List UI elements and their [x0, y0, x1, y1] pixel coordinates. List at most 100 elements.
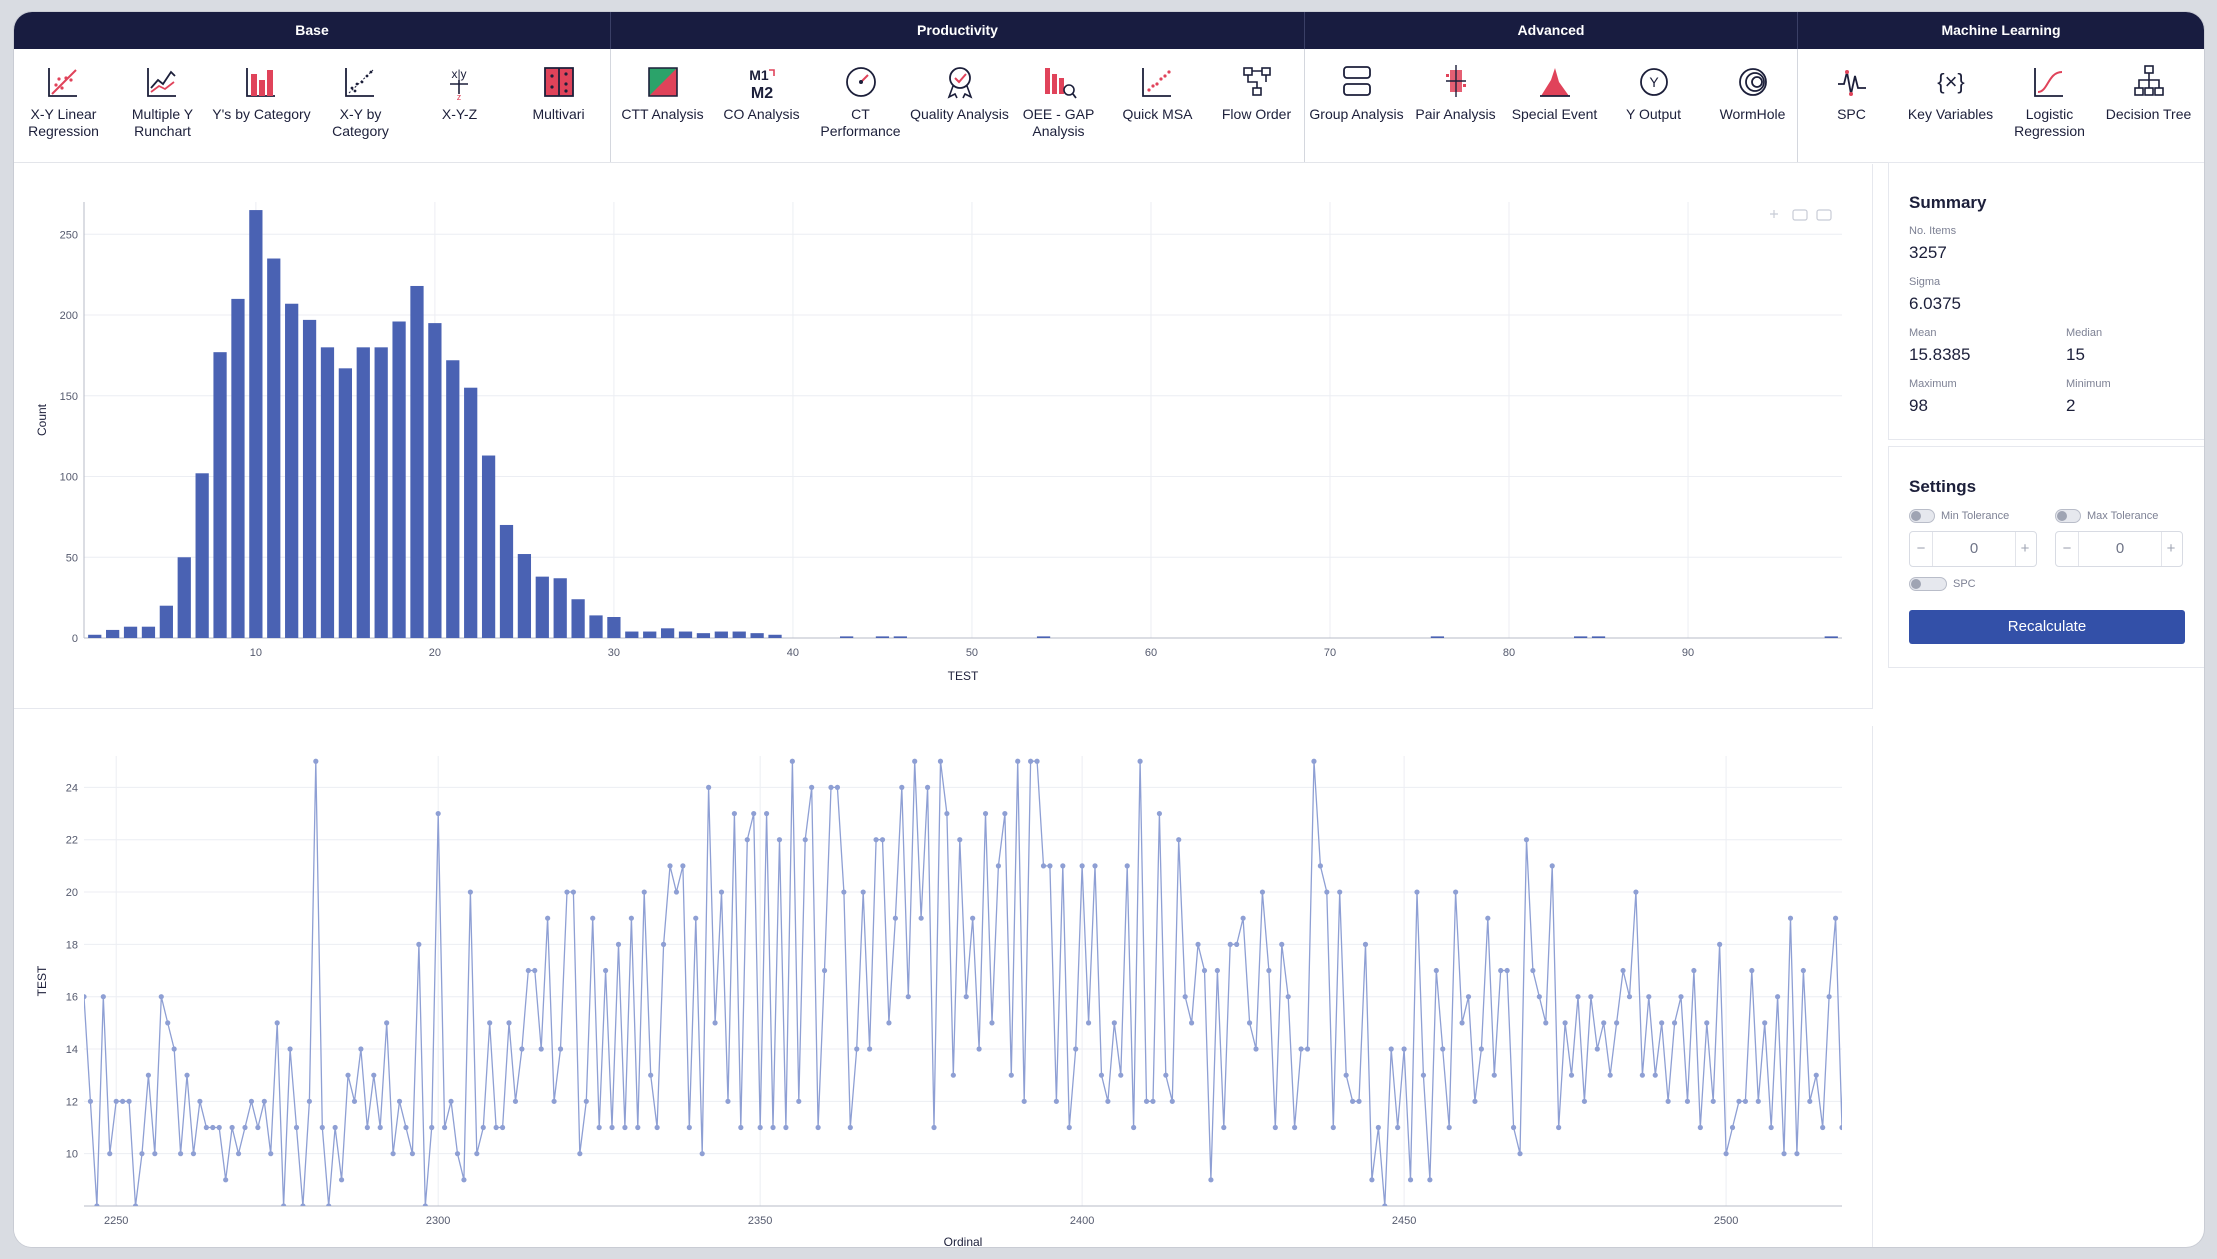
- tool-group-analysis[interactable]: Group Analysis: [1307, 60, 1406, 160]
- run-point: [1337, 889, 1343, 895]
- tool-xy-by-category[interactable]: X-Y by Category: [311, 60, 410, 160]
- run-point: [1163, 1072, 1169, 1078]
- run-point: [892, 915, 898, 921]
- histogram-bar: [535, 576, 549, 638]
- tool-pair-analysis[interactable]: Pair Analysis: [1406, 60, 1505, 160]
- tool-label: Flow Order: [1221, 106, 1292, 122]
- tool-quick-msa[interactable]: Quick MSA: [1108, 60, 1207, 160]
- run-point: [184, 1072, 190, 1078]
- tool-quality-analysis[interactable]: Quality Analysis: [910, 60, 1009, 160]
- run-point: [1143, 1098, 1150, 1104]
- tool-special-event[interactable]: Special Event: [1505, 60, 1604, 160]
- tool-wormhole[interactable]: WormHole: [1703, 60, 1802, 160]
- svg-text:Y: Y: [1649, 74, 1659, 90]
- tool-key-variables[interactable]: {×} Key Variables: [1901, 60, 2000, 160]
- run-point: [364, 1124, 370, 1131]
- spc-toggle[interactable]: [1909, 577, 1947, 591]
- run-point: [1749, 967, 1755, 974]
- mean-value: 15.8385: [1909, 345, 1971, 364]
- run-point: [1356, 1098, 1362, 1104]
- tool-ct-performance[interactable]: CT Performance: [811, 60, 910, 160]
- tool-multiple-y-runchart[interactable]: Multiple Y Runchart: [113, 60, 212, 160]
- histogram-bar: [499, 524, 514, 638]
- run-point: [480, 1124, 486, 1131]
- tool-xyz[interactable]: x|y z X-Y-Z: [410, 60, 509, 160]
- run-point: [1292, 1124, 1298, 1131]
- min-tolerance-stepper: − 0 +: [1909, 531, 2037, 567]
- min-decrement-button[interactable]: −: [1916, 540, 1926, 557]
- run-point: [937, 758, 944, 764]
- run-point: [242, 1124, 248, 1131]
- run-point: [132, 1203, 139, 1206]
- run-point: [596, 1124, 602, 1131]
- run-point: [1659, 1020, 1665, 1026]
- run-point: [1156, 810, 1163, 817]
- group-base: Base: [14, 12, 611, 49]
- run-line: [84, 760, 1842, 1206]
- tool-spc[interactable]: SPC: [1802, 60, 1901, 160]
- maximum-value: 98: [1909, 396, 1928, 415]
- x-tick-label: 90: [1682, 647, 1694, 659]
- tool-decision-tree[interactable]: Decision Tree: [2099, 60, 2198, 160]
- min-tolerance-input[interactable]: 0: [1932, 532, 2016, 566]
- run-point: [1021, 1098, 1027, 1104]
- run-point: [1195, 941, 1201, 947]
- recalculate-button[interactable]: Recalculate: [1909, 610, 2185, 644]
- run-point: [770, 1124, 776, 1131]
- summary-title: Summary: [1909, 193, 1987, 212]
- run-point: [1150, 1098, 1156, 1104]
- min-tolerance-toggle[interactable]: [1909, 509, 1935, 523]
- tool-xy-linear-regression[interactable]: X-Y Linear Regression: [14, 60, 113, 160]
- tool-oee-gap-analysis[interactable]: OEE - GAP Analysis: [1009, 60, 1108, 160]
- run-point: [1485, 915, 1491, 921]
- run-point: [403, 1124, 409, 1131]
- run-point: [1028, 758, 1034, 764]
- run-point: [1704, 1020, 1710, 1026]
- run-point: [197, 1098, 203, 1104]
- histogram-bar: [213, 352, 227, 638]
- tool-logistic-regression[interactable]: Logistic Regression: [2000, 60, 2099, 160]
- tool-co-analysis[interactable]: M1 M2 CO Analysis: [712, 60, 811, 160]
- tool-multivari[interactable]: Multivari: [509, 60, 608, 160]
- tool-y-output[interactable]: Y Y Output: [1604, 60, 1703, 160]
- run-point: [1459, 1020, 1465, 1026]
- tool-ys-by-category[interactable]: Y's by Category: [212, 60, 311, 160]
- run-point: [828, 784, 834, 790]
- run-point: [1246, 1020, 1253, 1026]
- tool-label: Quick MSA: [1122, 106, 1193, 122]
- run-point: [1085, 1020, 1092, 1026]
- run-point: [326, 1203, 332, 1206]
- run-chart: 10 12 14 16 18 20 22 24 2250 2300 2350 2400 2450 2500…: [35, 756, 1842, 1247]
- run-point: [1562, 1020, 1568, 1026]
- run-point: [300, 1203, 306, 1206]
- tool-ctt-analysis[interactable]: CTT Analysis: [613, 60, 712, 160]
- run-point: [789, 758, 795, 764]
- max-increment-button[interactable]: +: [2166, 540, 2176, 557]
- run-point: [1671, 1020, 1678, 1026]
- run-point: [1549, 863, 1555, 869]
- run-point: [1697, 1124, 1703, 1131]
- run-point: [319, 1124, 325, 1131]
- tool-label: CT Performance: [820, 106, 901, 139]
- quick-msa-icon: [1142, 68, 1171, 97]
- histogram-bar: [732, 631, 746, 638]
- y-tick-label: 24: [66, 782, 78, 794]
- run-point: [487, 1020, 493, 1026]
- run-point: [1227, 941, 1233, 947]
- x-tick-label: 60: [1145, 647, 1157, 659]
- histogram-bar: [625, 631, 639, 638]
- run-point: [1826, 994, 1832, 1000]
- run-point: [725, 1098, 731, 1104]
- max-tolerance-toggle[interactable]: [2055, 509, 2081, 523]
- run-point: [519, 1046, 525, 1052]
- run-point: [210, 1124, 216, 1131]
- max-decrement-button[interactable]: −: [2062, 540, 2072, 557]
- min-increment-button[interactable]: +: [2020, 540, 2030, 557]
- max-tolerance-input[interactable]: 0: [2078, 532, 2162, 566]
- run-point: [635, 1124, 641, 1131]
- run-point: [1710, 1098, 1716, 1104]
- x-axis-title: TEST: [948, 669, 979, 683]
- tool-flow-order[interactable]: Flow Order: [1207, 60, 1306, 160]
- run-point: [1440, 1046, 1446, 1052]
- run-point: [1472, 1098, 1478, 1104]
